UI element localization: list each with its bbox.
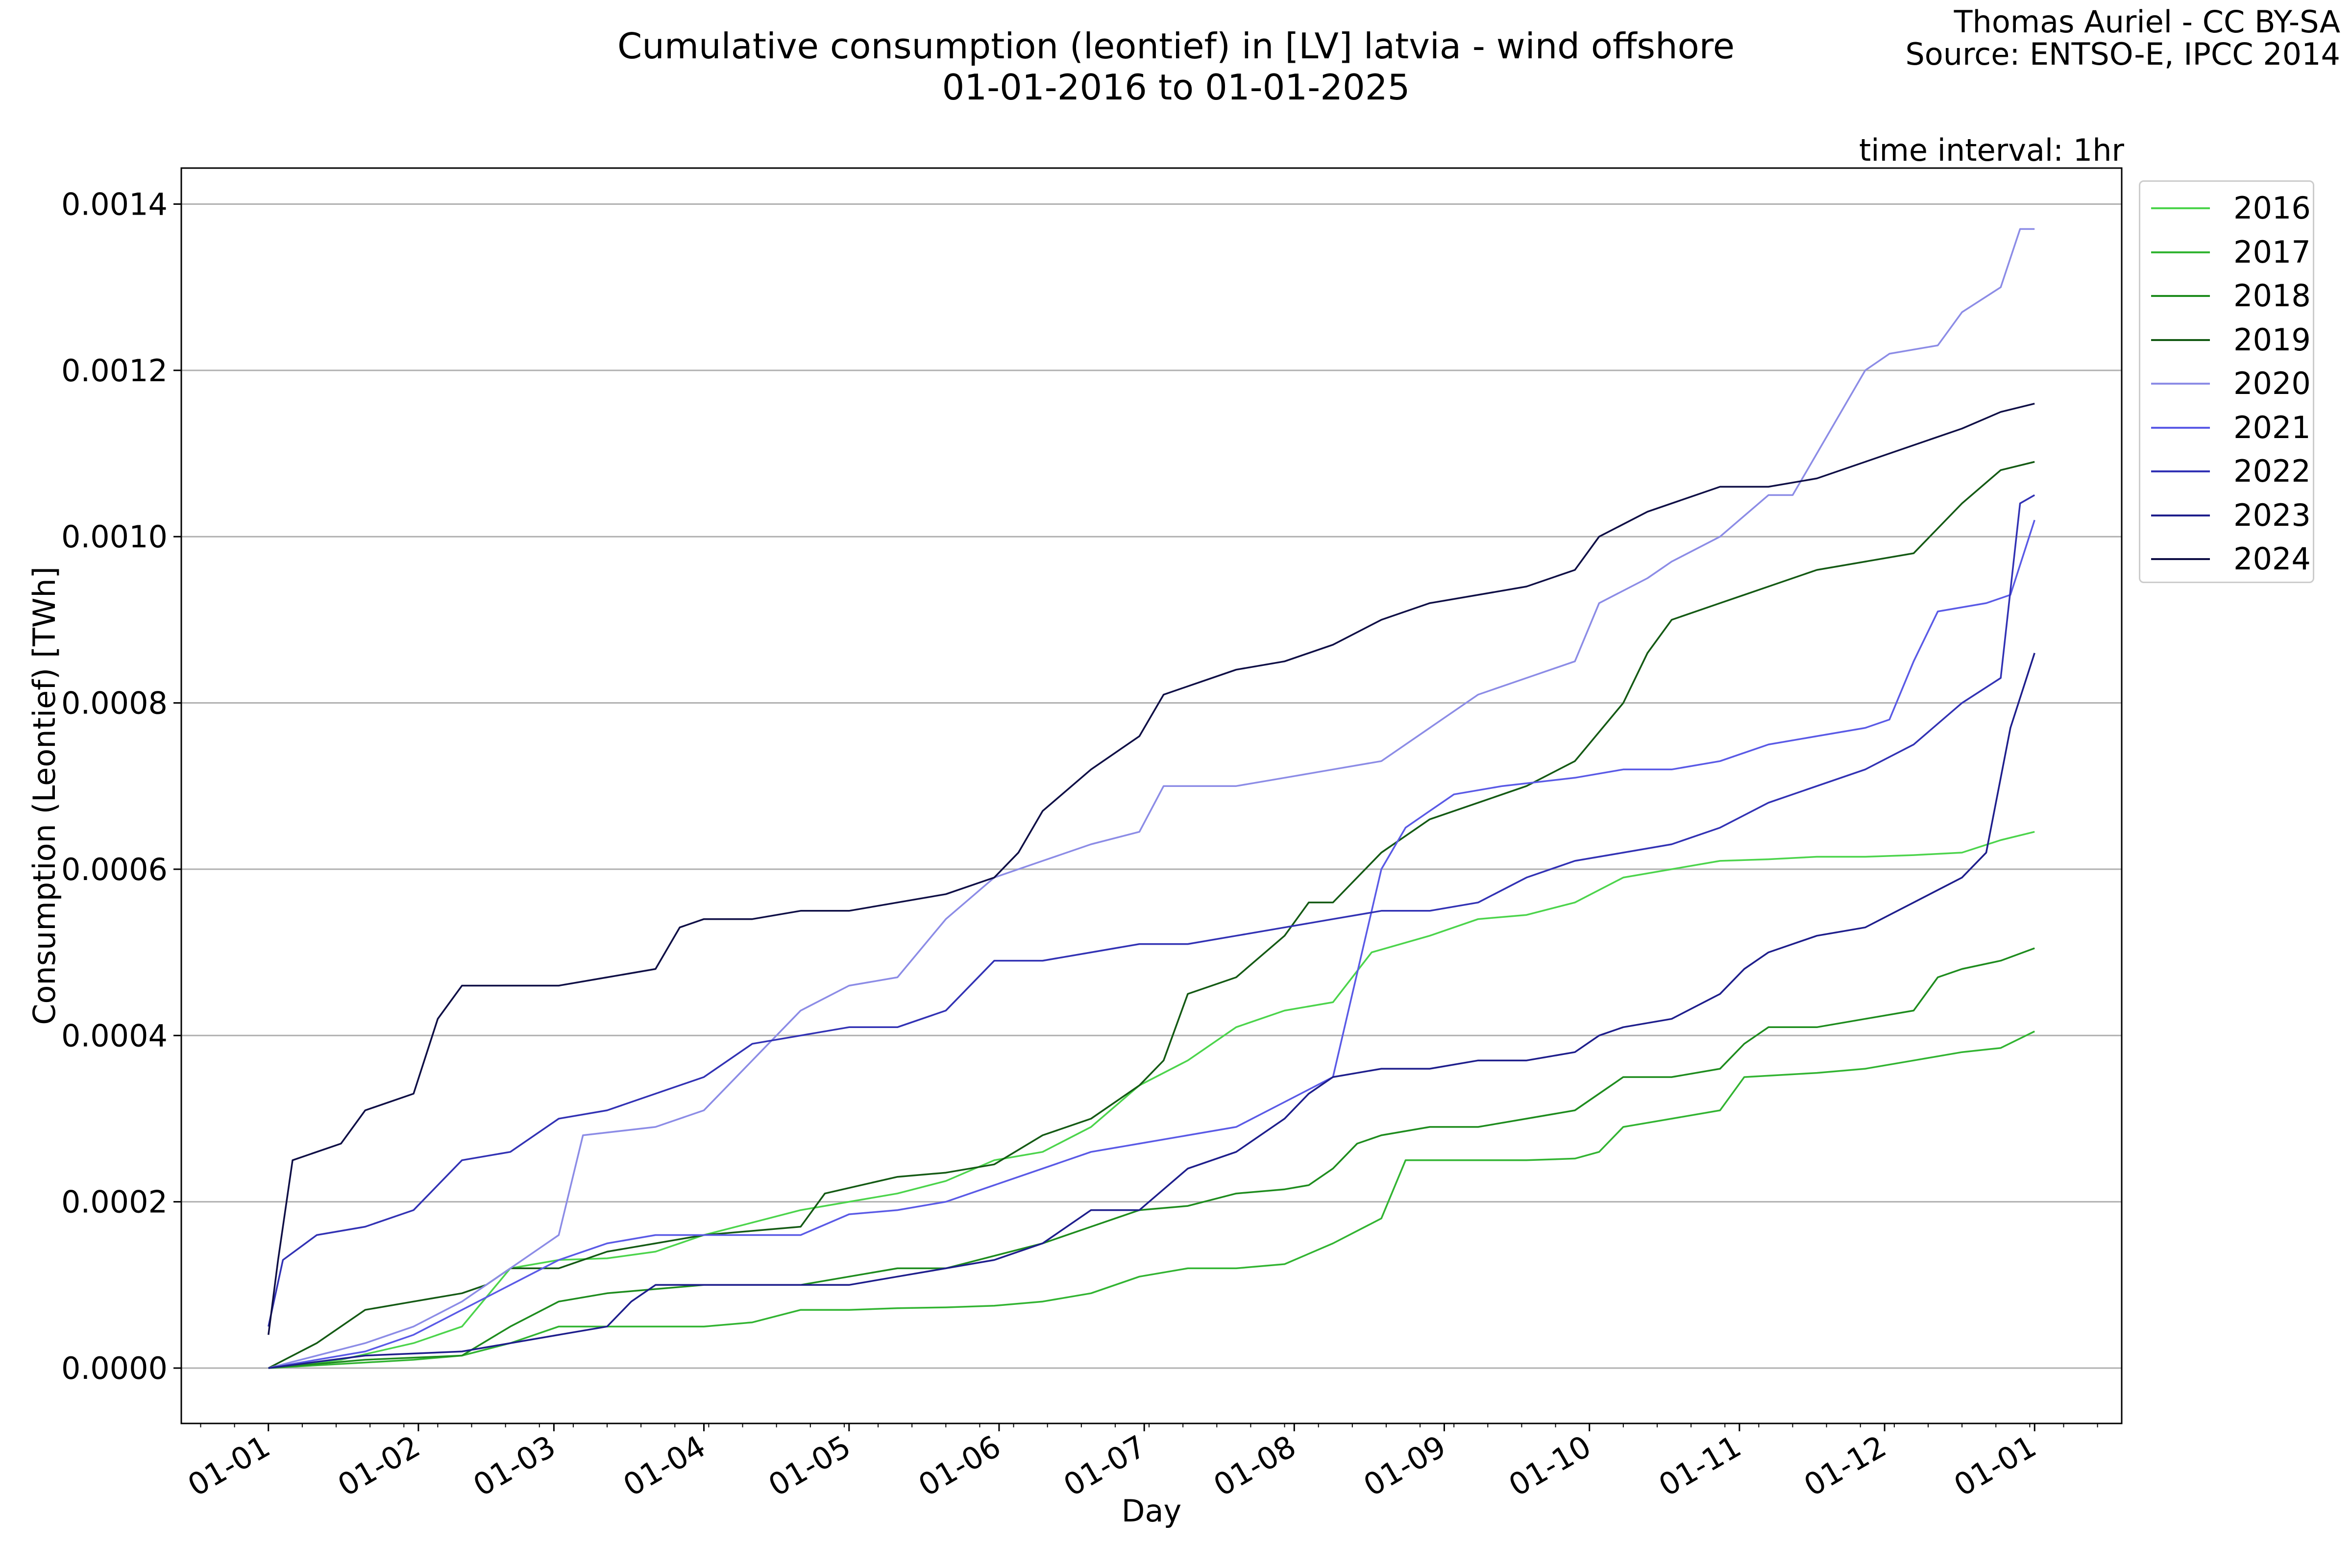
legend-item-2019: 2019 (2140, 318, 2313, 361)
y-tick-label: 0.0002 (61, 1184, 168, 1220)
x-tick-label: 01-05 (762, 1428, 857, 1503)
x-tick-label: 01-09 (1357, 1428, 1452, 1503)
legend-label: 2018 (2233, 278, 2311, 314)
legend-swatch (2151, 251, 2210, 253)
y-tick-label: 0.0014 (61, 186, 168, 222)
x-tick-label: 01-03 (467, 1428, 562, 1503)
legend-item-2018: 2018 (2140, 273, 2313, 317)
x-tick-label: 01-12 (1798, 1428, 1892, 1503)
series-line-2023 (268, 653, 2035, 1369)
x-tick-label: 01-02 (332, 1428, 426, 1503)
legend-swatch (2151, 426, 2210, 429)
series-lines (268, 228, 2035, 1369)
legend-swatch (2151, 207, 2210, 209)
x-axis-label: Day (1122, 1493, 1181, 1529)
x-tick-label: 01-01 (182, 1428, 276, 1503)
grid-lines (181, 203, 2122, 1369)
y-axis-label: Consumption (Leontief) [TWh] (26, 566, 62, 1025)
legend-swatch (2151, 383, 2210, 385)
time-interval-label: time interval: 1hr (1859, 132, 2124, 168)
series-line-2016 (268, 831, 2035, 1369)
chart-title: Cumulative consumption (leontief) in [LV… (617, 25, 1735, 67)
legend-label: 2019 (2233, 321, 2311, 358)
legend-item-2024: 2024 (2140, 537, 2313, 580)
legend-label: 2023 (2233, 497, 2311, 533)
legend-label: 2020 (2233, 366, 2311, 401)
legend: 2016 2017 2018 2019 2020 2021 2022 2023 2024 (2139, 180, 2314, 583)
chart-subtitle: 01-01-2016 to 01-01-2025 (942, 67, 1410, 108)
x-tick-label: 01-11 (1653, 1428, 1747, 1503)
legend-label: 2017 (2233, 234, 2311, 270)
legend-item-2022: 2022 (2140, 449, 2313, 492)
legend-swatch (2151, 339, 2210, 341)
series-line-2024 (268, 403, 2035, 1335)
legend-label: 2016 (2233, 190, 2311, 226)
legend-item-2020: 2020 (2140, 361, 2313, 405)
author-credit: Thomas Auriel - CC BY-SA (1954, 4, 2340, 40)
legend-swatch (2151, 558, 2210, 560)
legend-item-2021: 2021 (2140, 405, 2313, 449)
series-line-2021 (268, 519, 2035, 1369)
series-line-2022 (268, 494, 2035, 1327)
legend-item-2016: 2016 (2140, 186, 2313, 229)
y-tick-label: 0.0000 (61, 1350, 168, 1386)
legend-label: 2024 (2233, 541, 2311, 577)
y-tick-label: 0.0004 (61, 1018, 168, 1054)
source-credit: Source: ENTSO-E, IPCC 2014 (1905, 36, 2340, 72)
plot-area-frame (180, 167, 2123, 1424)
legend-label: 2022 (2233, 453, 2311, 489)
x-tick-label: 01-04 (617, 1428, 712, 1503)
x-tick-label: 01-01 (1948, 1428, 2042, 1503)
series-line-2018 (268, 947, 2035, 1369)
series-line-2017 (268, 1030, 2035, 1369)
legend-swatch (2151, 470, 2210, 472)
y-tick-label: 0.0010 (61, 519, 168, 555)
series-line-2020 (268, 228, 2035, 1369)
series-line-2019 (268, 461, 2035, 1369)
legend-label: 2021 (2233, 409, 2311, 445)
y-tick-label: 0.0012 (61, 353, 168, 389)
x-tick-label: 01-07 (1057, 1428, 1152, 1503)
axis-ticks: 0.0000 0.0002 0.0004 0.0006 0.0008 0.0010 0.00… (61, 186, 2098, 1503)
x-tick-label: 01-06 (912, 1428, 1007, 1503)
legend-swatch (2151, 514, 2210, 516)
legend-item-2023: 2023 (2140, 493, 2313, 537)
legend-item-2017: 2017 (2140, 230, 2313, 273)
x-tick-label: 01-10 (1503, 1428, 1597, 1503)
legend-swatch (2151, 295, 2210, 297)
x-tick-label: 01-08 (1207, 1428, 1302, 1503)
y-tick-label: 0.0006 (61, 852, 168, 887)
y-tick-label: 0.0008 (61, 686, 168, 721)
